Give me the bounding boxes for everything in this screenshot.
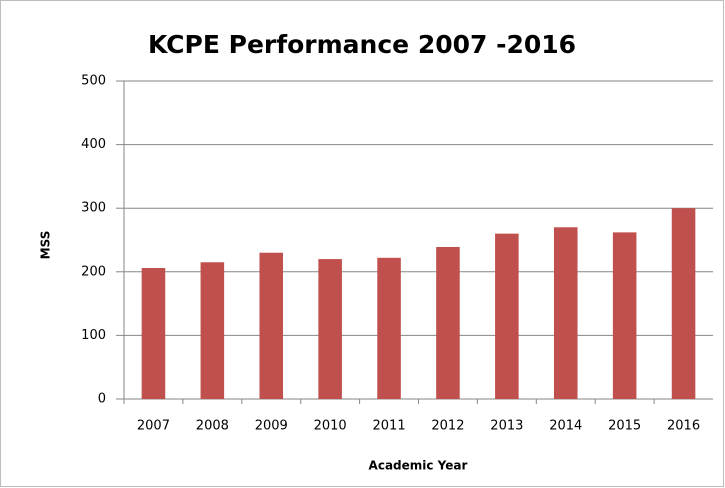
bar: [671, 208, 696, 399]
bar: [495, 233, 519, 399]
bar: [318, 259, 342, 399]
bar: [200, 262, 225, 399]
y-tick-label: 100: [81, 328, 106, 343]
y-tick-label: 500: [81, 74, 106, 89]
y-tick-label: 300: [81, 201, 106, 216]
y-tick-label: 400: [81, 137, 106, 152]
x-tick-label: 2007: [137, 419, 170, 434]
y-tick-label: 200: [81, 264, 106, 279]
bar: [553, 227, 578, 399]
x-tick-label: 2015: [608, 419, 641, 434]
bar: [436, 246, 460, 399]
x-tick-label: 2013: [490, 419, 523, 434]
y-tick-label: 0: [98, 392, 106, 407]
x-tick-label: 2012: [431, 419, 464, 434]
bar: [259, 252, 284, 399]
x-tick-label: 2014: [549, 419, 582, 434]
x-tick-label: 2009: [255, 419, 288, 434]
x-axis-label: Academic Year: [369, 459, 468, 473]
bar: [141, 267, 166, 399]
y-axis-label: MSS: [39, 231, 53, 260]
x-tick-label: 2011: [373, 419, 406, 434]
bar: [612, 232, 637, 399]
bar: [377, 257, 401, 399]
x-tick-label: 2010: [314, 419, 347, 434]
x-tick-label: 2008: [196, 419, 229, 434]
x-tick-label: 2016: [667, 419, 700, 434]
chart-title: KCPE Performance 2007 -2016: [148, 30, 576, 59]
